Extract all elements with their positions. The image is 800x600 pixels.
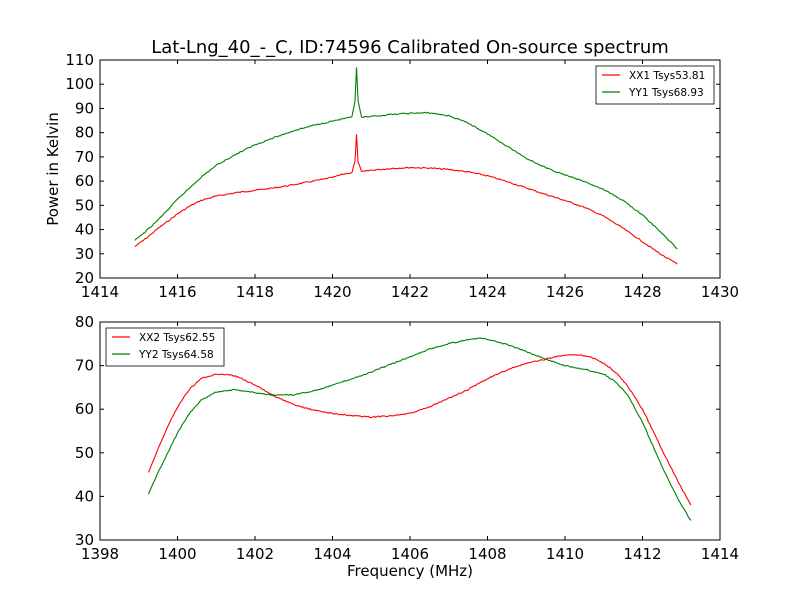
x-tick-label: 1414	[81, 283, 119, 301]
series-line-2-2	[147, 337, 692, 521]
x-tick-label: 1422	[391, 283, 429, 301]
x-tick-label: 1414	[701, 545, 739, 563]
y-tick-label: 70	[75, 148, 94, 166]
x-tick-label: 1418	[236, 283, 274, 301]
bottom-spectrum-panel: 1398 1400 1402 1404 1406 1408 1410 1412 1414 30 40…	[75, 313, 739, 563]
y-tick-label: 40	[75, 221, 94, 239]
y-tick-label: 110	[65, 51, 94, 69]
legend-box-2	[105, 327, 225, 367]
series-line-1-2	[134, 67, 678, 250]
y-tick-label: 40	[75, 487, 94, 505]
x-tick-label: 1406	[391, 545, 429, 563]
legend-label-1-2: YY1 Tsys68.93	[628, 87, 704, 99]
y-tick-label: 50	[75, 444, 94, 462]
chart-title: Lat-Lng_40_-_C, ID:74596 Calibrated On-s…	[151, 37, 669, 58]
legend-label-1-1: XX1 Tsys53.81	[629, 70, 705, 82]
y-tick-label: 30	[75, 245, 94, 263]
top-spectrum-panel: 1414 1416 1418 1420 1422 1424 1426 1428 1430 20 30…	[65, 51, 739, 301]
x-tick-label: 1402	[236, 545, 274, 563]
x-tick-label: 1426	[546, 283, 584, 301]
y-tick-label: 80	[75, 124, 94, 142]
y-tick-label: 90	[75, 99, 94, 117]
y-tick-label: 30	[75, 531, 94, 549]
y-tick-label: 60	[75, 172, 94, 190]
y-tick-label: 50	[75, 196, 94, 214]
legend-label-2-1: XX2 Tsys62.55	[139, 332, 215, 344]
y-tick-label: 100	[65, 75, 94, 93]
y-tick-label: 70	[75, 357, 94, 375]
series-line-2-1	[147, 354, 692, 506]
x-tick-label: 1408	[468, 545, 506, 563]
legend-label-2-2: YY2 Tsys64.58	[138, 349, 214, 361]
x-tick-label: 1410	[546, 545, 584, 563]
x-tick-label: 1420	[313, 283, 351, 301]
y-axis-label: Power in Kelvin	[44, 112, 62, 226]
x-tick-label: 1398	[81, 545, 119, 563]
y-tick-label: 80	[75, 313, 94, 331]
x-tick-label: 1424	[468, 283, 506, 301]
y-tick-label: 60	[75, 400, 94, 418]
y-tick-label: 20	[75, 269, 94, 287]
x-tick-label: 1416	[158, 283, 196, 301]
x-tick-label: 1400	[158, 545, 196, 563]
legend-box-1	[595, 65, 715, 105]
x-axis-label: Frequency (MHz)	[347, 562, 473, 580]
x-tick-label: 1412	[623, 545, 661, 563]
x-tick-label: 1404	[313, 545, 351, 563]
x-tick-label: 1430	[701, 283, 739, 301]
x-tick-label: 1428	[623, 283, 661, 301]
series-line-1-1	[134, 134, 678, 265]
